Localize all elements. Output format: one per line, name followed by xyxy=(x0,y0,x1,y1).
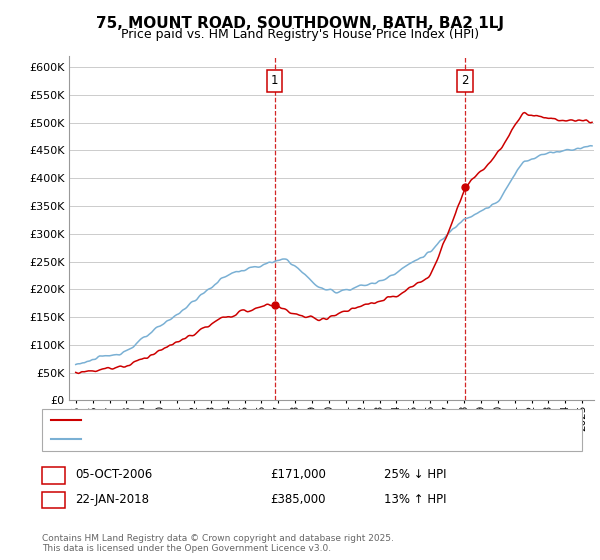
Text: HPI: Average price, semi-detached house, Bath and North East Somerset: HPI: Average price, semi-detached house,… xyxy=(87,434,467,444)
Text: Contains HM Land Registry data © Crown copyright and database right 2025.
This d: Contains HM Land Registry data © Crown c… xyxy=(42,534,394,553)
Text: Price paid vs. HM Land Registry's House Price Index (HPI): Price paid vs. HM Land Registry's House … xyxy=(121,28,479,41)
Text: 25% ↓ HPI: 25% ↓ HPI xyxy=(384,468,446,482)
Text: £171,000: £171,000 xyxy=(270,468,326,482)
Text: 1: 1 xyxy=(49,468,58,482)
Text: 05-OCT-2006: 05-OCT-2006 xyxy=(75,468,152,482)
Text: 2: 2 xyxy=(461,74,469,87)
Text: 75, MOUNT ROAD, SOUTHDOWN, BATH, BA2 1LJ (semi-detached house): 75, MOUNT ROAD, SOUTHDOWN, BATH, BA2 1LJ… xyxy=(87,415,460,425)
Text: 22-JAN-2018: 22-JAN-2018 xyxy=(75,493,149,506)
Text: 13% ↑ HPI: 13% ↑ HPI xyxy=(384,493,446,506)
Text: £385,000: £385,000 xyxy=(270,493,325,506)
Text: 2: 2 xyxy=(49,493,58,506)
Text: 1: 1 xyxy=(271,74,278,87)
Text: 75, MOUNT ROAD, SOUTHDOWN, BATH, BA2 1LJ: 75, MOUNT ROAD, SOUTHDOWN, BATH, BA2 1LJ xyxy=(96,16,504,31)
